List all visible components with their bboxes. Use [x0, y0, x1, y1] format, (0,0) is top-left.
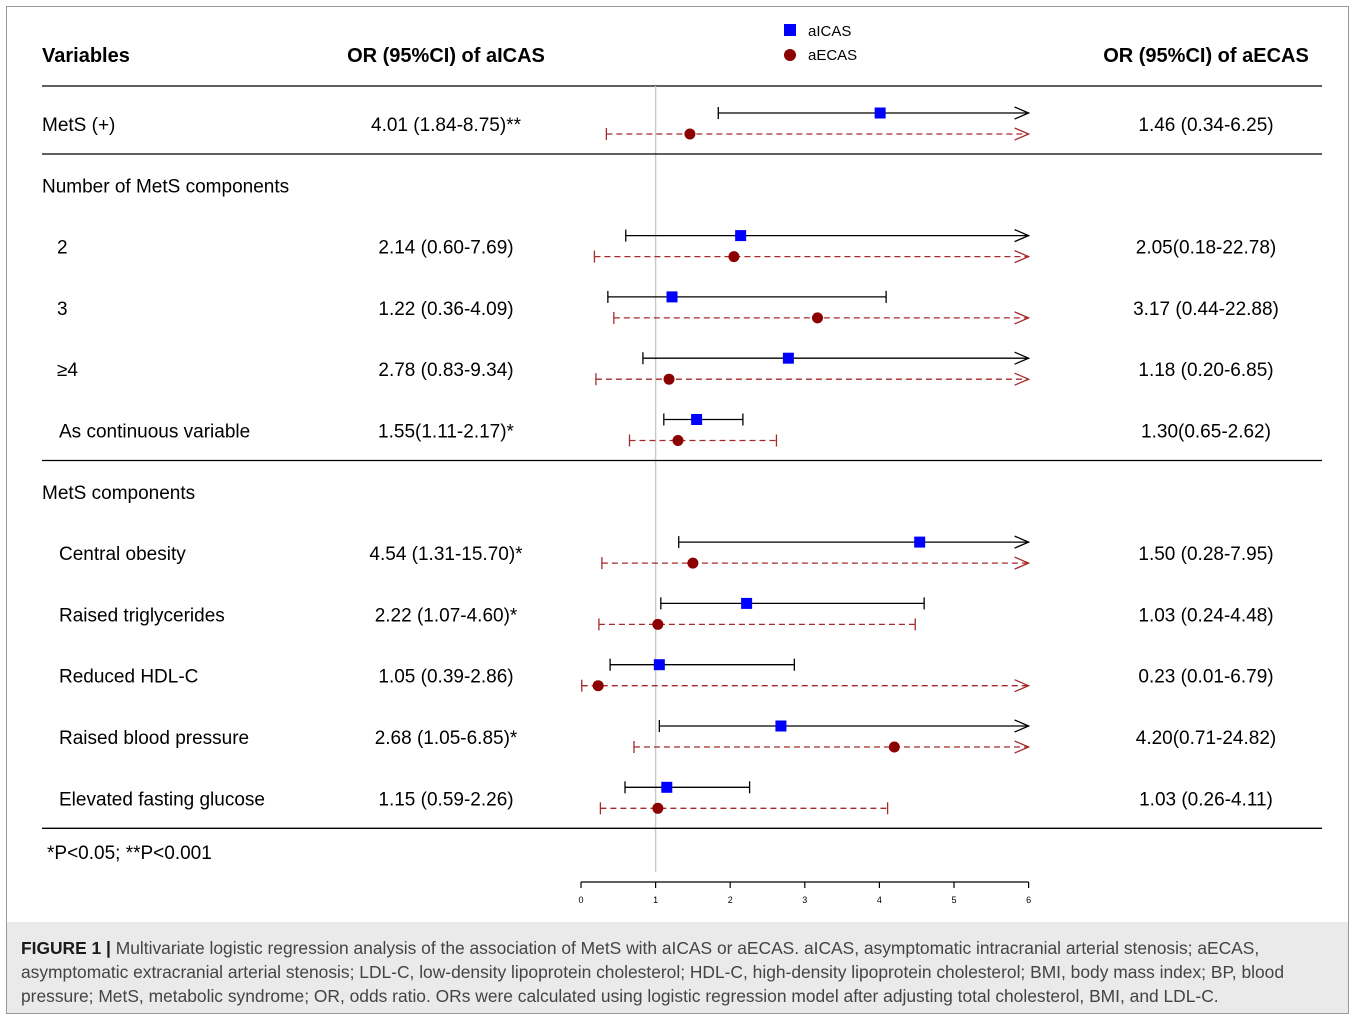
forest-plot: Variables OR (95%CI) of aICAS OR (95%CI) o… [42, 23, 1322, 905]
row-7-aicas-ci-arrow [1014, 535, 1031, 549]
row-4-label: ≥4 [57, 360, 78, 381]
row-11-aecas-or-text: 1.03 (0.26-4.11) [1139, 789, 1273, 810]
row-9-aecas-point [592, 680, 604, 692]
figure-frame [6, 6, 1349, 1014]
row-5-label: As continuous variable [59, 422, 250, 443]
forest-plot-area: Variables OR (95%CI) of aICAS OR (95%CI) o… [7, 7, 1348, 922]
row-3-aicas-point [666, 291, 678, 303]
row-7-aecas-ci-arrow [1014, 556, 1031, 570]
row-9-aicas-point [653, 659, 665, 671]
row-7-aecas-or-text: 1.50 (0.28-7.95) [1138, 544, 1273, 565]
row-11-aecas-point [652, 802, 664, 814]
row-7-label: Central obesity [59, 544, 186, 565]
row-11-aicas-or-text: 1.15 (0.59-2.26) [378, 789, 513, 810]
row-7-aecas-point [687, 557, 699, 569]
figure-caption: FIGURE 1 | Multivariate logistic regress… [7, 922, 1348, 1013]
row-8-aicas-point [741, 597, 753, 609]
row-2-aicas-point [735, 230, 747, 242]
row-10-aecas-point [888, 741, 900, 753]
x-tick-label-5: 5 [951, 895, 956, 905]
row-10-aecas-or-text: 4.20(0.71-24.82) [1136, 728, 1277, 749]
row-0-aicas-ci-arrow [1014, 106, 1031, 120]
row-2-aicas-or-text: 2.14 (0.60-7.69) [378, 238, 513, 259]
row-11-label: Elevated fasting glucose [59, 789, 265, 810]
row-3-aicas-or-text: 1.22 (0.36-4.09) [378, 299, 513, 320]
row-3-aecas-or-text: 3.17 (0.44-22.88) [1133, 299, 1279, 320]
row-4-aicas-point [782, 352, 794, 364]
x-tick-label-1: 1 [653, 895, 658, 905]
row-9-aecas-ci-arrow [1014, 679, 1031, 693]
footnote: *P<0.05; **P<0.001 [47, 843, 212, 864]
row-10-label: Raised blood pressure [59, 728, 249, 749]
row-0-aecas-point [684, 128, 696, 140]
row-0-aicas-point [874, 107, 886, 119]
caption-text: Multivariate logistic regression analysi… [21, 938, 1285, 1006]
row-0-aecas-ci-arrow [1014, 127, 1031, 141]
x-tick-label-2: 2 [728, 895, 733, 905]
row-5-aecas-point [672, 435, 684, 446]
row-7-aicas-or-text: 4.54 (1.31-15.70)* [369, 544, 523, 565]
row-5-aecas-or-text: 1.30(0.65-2.62) [1141, 422, 1271, 443]
x-tick-label-6: 6 [1026, 895, 1031, 905]
row-10-aicas-or-text: 2.68 (1.05-6.85)* [375, 728, 518, 749]
row-4-aicas-ci-arrow [1014, 351, 1031, 365]
row-4-aicas-or-text: 2.78 (0.83-9.34) [378, 360, 513, 381]
row-2-label: 2 [57, 238, 68, 259]
legend-marker-aicas [784, 24, 796, 36]
caption-label: FIGURE 1 | [21, 938, 111, 958]
header-variables: Variables [42, 45, 130, 67]
legend-label-aicas: aICAS [808, 23, 851, 40]
row-3-aecas-point [811, 312, 823, 324]
legend-label-aecas: aECAS [808, 47, 857, 64]
row-0-aecas-or-text: 1.46 (0.34-6.25) [1138, 115, 1273, 136]
row-8-aecas-or-text: 1.03 (0.24-4.48) [1138, 605, 1273, 626]
row-2-aecas-or-text: 2.05(0.18-22.78) [1136, 238, 1277, 259]
row-8-aecas-point [652, 618, 664, 630]
row-4-aecas-or-text: 1.18 (0.20-6.85) [1138, 360, 1273, 381]
header-or-aecas: OR (95%CI) of aECAS [1103, 45, 1309, 67]
row-0-label: MetS (+) [42, 115, 115, 136]
row-6-section-label: MetS components [42, 483, 195, 504]
row-9-aicas-or-text: 1.05 (0.39-2.86) [378, 667, 513, 688]
row-3-label: 3 [57, 299, 68, 320]
header-or-aicas: OR (95%CI) of aICAS [347, 45, 545, 67]
x-tick-label-3: 3 [802, 895, 807, 905]
row-9-label: Reduced HDL-C [59, 667, 198, 688]
row-10-aicas-point [775, 720, 787, 732]
row-1-section-label: Number of MetS components [42, 176, 289, 197]
row-9-aecas-or-text: 0.23 (0.01-6.79) [1138, 667, 1273, 688]
row-4-aecas-point [663, 373, 675, 385]
row-8-aicas-or-text: 2.22 (1.07-4.60)* [375, 605, 518, 626]
row-5-aicas-point [691, 414, 703, 425]
x-tick-label-4: 4 [877, 895, 882, 905]
row-10-aicas-ci-arrow [1014, 719, 1031, 733]
row-0-aicas-or-text: 4.01 (1.84-8.75)** [371, 115, 522, 136]
row-2-aicas-ci-arrow [1014, 229, 1031, 243]
row-5-aicas-or-text: 1.55(1.11-2.17)* [378, 422, 515, 443]
row-3-aecas-ci-arrow [1014, 311, 1031, 325]
x-tick-label-0: 0 [578, 895, 583, 905]
row-11-aicas-point [661, 781, 673, 793]
legend-marker-aecas [784, 49, 796, 61]
row-2-aecas-ci-arrow [1014, 250, 1031, 264]
row-4-aecas-ci-arrow [1014, 372, 1031, 386]
row-10-aecas-ci-arrow [1014, 740, 1031, 754]
row-7-aicas-point [914, 536, 926, 548]
row-8-label: Raised triglycerides [59, 605, 225, 626]
row-2-aecas-point [728, 251, 740, 263]
